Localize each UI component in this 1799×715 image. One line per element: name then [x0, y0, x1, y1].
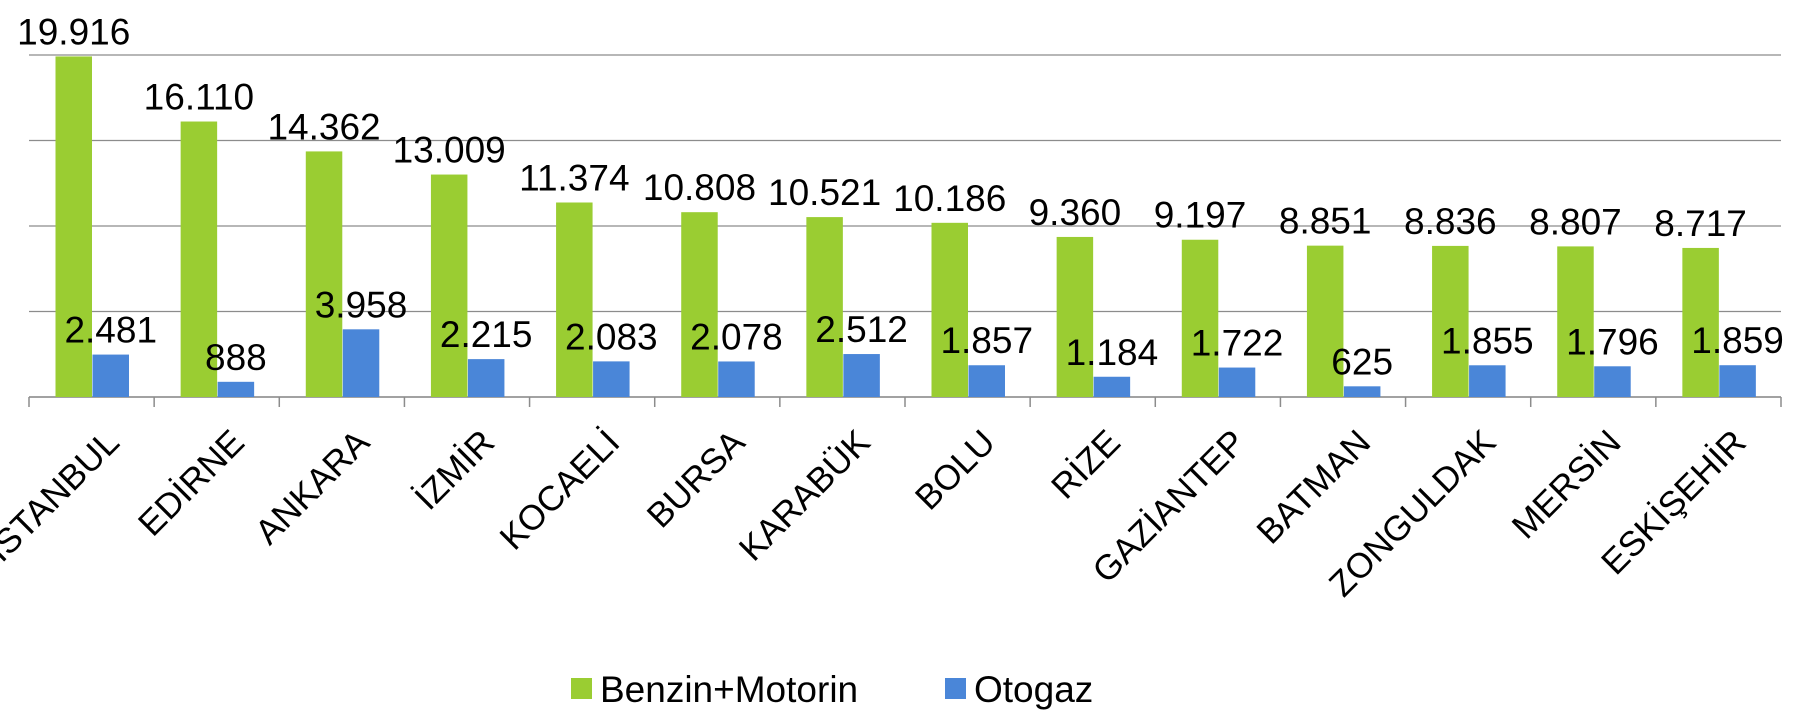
data-label: 2.481 — [64, 310, 157, 351]
x-tick-label: İSTANBUL — [0, 423, 127, 570]
data-label: 9.197 — [1154, 195, 1247, 236]
legend-label: Otogaz — [974, 669, 1093, 710]
x-tick-label: KOCAELİ — [492, 423, 627, 558]
data-label: 11.374 — [519, 158, 629, 199]
data-label: 8.807 — [1529, 201, 1622, 242]
data-label: 8.717 — [1654, 203, 1747, 244]
legend-label: Benzin+Motorin — [600, 669, 858, 710]
bar — [681, 212, 718, 397]
data-label: 1.184 — [1066, 332, 1159, 373]
data-label: 10.521 — [768, 172, 881, 213]
x-tick-label: ANKARA — [248, 422, 378, 552]
data-label: 8.851 — [1279, 201, 1372, 242]
data-label: 3.958 — [315, 284, 408, 325]
data-label: 1.722 — [1191, 323, 1284, 364]
data-label: 13.009 — [393, 130, 506, 171]
data-label: 19.916 — [17, 11, 130, 52]
data-label: 2.083 — [565, 316, 658, 357]
bar — [180, 121, 218, 398]
data-label: 9.360 — [1029, 192, 1122, 233]
bar — [593, 361, 630, 397]
data-label: 1.796 — [1566, 321, 1659, 362]
bar — [1719, 365, 1756, 397]
bar — [1093, 376, 1131, 397]
bar — [1218, 367, 1256, 397]
bar — [806, 217, 843, 397]
x-tick-label: BATMAN — [1249, 423, 1378, 552]
data-label: 10.808 — [643, 167, 756, 208]
bar — [1056, 236, 1094, 397]
bar — [430, 174, 468, 397]
data-label: 2.512 — [815, 309, 908, 350]
bar — [1432, 245, 1469, 397]
x-tick-label: RİZE — [1044, 423, 1128, 507]
data-label: 625 — [1331, 341, 1393, 382]
bar — [931, 222, 968, 397]
x-tick-label: MERSİN — [1505, 423, 1629, 547]
bar — [1343, 386, 1381, 397]
x-tick-label: BURSA — [640, 422, 753, 535]
bar — [305, 151, 343, 397]
bar — [1306, 245, 1344, 397]
bar — [1594, 366, 1631, 397]
legend-swatch — [945, 678, 966, 699]
bar — [92, 354, 129, 397]
data-label: 16.110 — [144, 77, 254, 118]
data-label: 14.362 — [267, 106, 380, 147]
x-tick-label: BOLU — [908, 423, 1003, 518]
x-tick-label: KARABÜK — [732, 423, 878, 569]
bar — [843, 354, 880, 397]
bar — [1557, 246, 1594, 397]
bar — [467, 359, 505, 397]
data-label: 8.836 — [1404, 201, 1497, 242]
bar — [1682, 247, 1719, 397]
bar — [1181, 239, 1219, 397]
data-label: 2.215 — [440, 314, 533, 355]
data-label: 1.855 — [1441, 320, 1534, 361]
bar — [556, 202, 593, 397]
bar — [217, 381, 255, 397]
bar — [55, 56, 92, 397]
bar — [342, 329, 380, 397]
bar — [1469, 365, 1506, 397]
x-tick-label: İZMİR — [407, 423, 502, 518]
data-label: 1.859 — [1691, 320, 1784, 361]
x-tick-label: EDİRNE — [131, 423, 252, 544]
legend-swatch — [571, 678, 592, 699]
bar — [718, 361, 755, 397]
data-label: 2.078 — [690, 316, 783, 357]
data-label: 1.857 — [940, 320, 1033, 361]
bar — [968, 365, 1005, 397]
data-label: 888 — [205, 337, 267, 378]
data-label: 10.186 — [893, 178, 1006, 219]
